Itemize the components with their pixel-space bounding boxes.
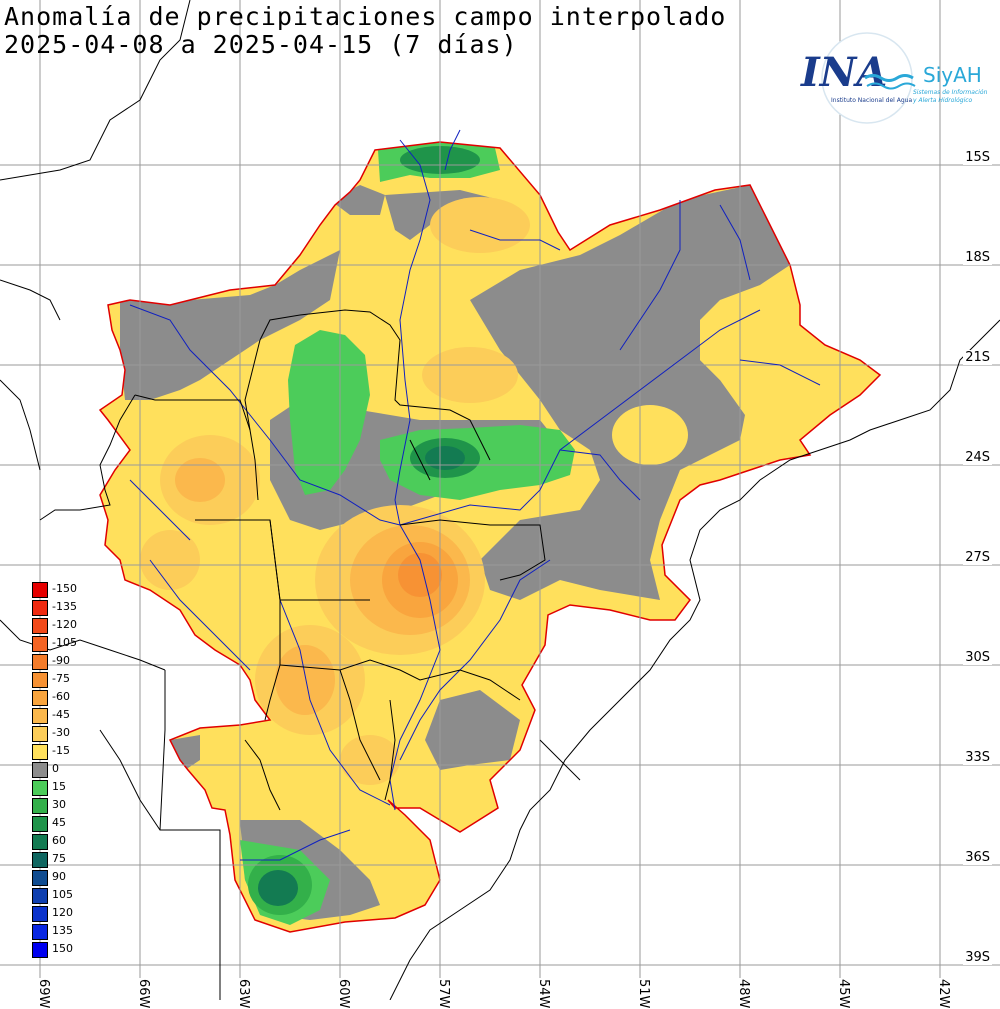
legend-swatch	[32, 636, 48, 652]
legend-swatch	[32, 582, 48, 598]
lon-label-69w: 69W	[36, 978, 51, 1009]
legend-swatch	[32, 708, 48, 724]
legend-item: -105	[30, 634, 90, 652]
legend-item: 135	[30, 922, 90, 940]
legend-swatch	[32, 834, 48, 850]
legend-swatch	[32, 942, 48, 958]
legend-item: 120	[30, 904, 90, 922]
lat-label-33s: 33S	[963, 750, 992, 765]
lon-label-54w: 54W	[536, 978, 551, 1009]
legend-item: 60	[30, 832, 90, 850]
lat-label-18s: 18S	[963, 250, 992, 265]
legend-swatch	[32, 924, 48, 940]
svg-text:y Alerta Hidrológico: y Alerta Hidrológico	[912, 97, 973, 104]
legend-swatch	[32, 906, 48, 922]
svg-text:Instituto Nacional del Agua: Instituto Nacional del Agua	[831, 97, 912, 104]
legend-swatch	[32, 726, 48, 742]
lat-label-21s: 21S	[963, 350, 992, 365]
svg-text:INA: INA	[800, 49, 887, 96]
legend-item: -45	[30, 706, 90, 724]
lon-label-48w: 48W	[736, 978, 751, 1009]
legend-item: 45	[30, 814, 90, 832]
legend-item: -135	[30, 598, 90, 616]
rivers	[129, 129, 821, 861]
legend-label: -30	[52, 726, 70, 739]
legend-swatch	[32, 888, 48, 904]
legend-item: -75	[30, 670, 90, 688]
ina-siyah-logo: INA SiyAH Instituto Nacional del Agua Si…	[795, 30, 995, 130]
basin-outline	[98, 141, 882, 933]
legend-item: 150	[30, 940, 90, 958]
borders	[0, 0, 581, 1000]
legend-swatch	[32, 816, 48, 832]
legend-item: -15	[30, 742, 90, 760]
legend-label: 30	[52, 798, 66, 811]
legend-swatch	[32, 690, 48, 706]
lon-label-51w: 51W	[636, 978, 651, 1009]
legend-swatch	[32, 672, 48, 688]
legend-swatch	[32, 870, 48, 886]
legend-label: -105	[52, 636, 77, 649]
legend-item: 105	[30, 886, 90, 904]
legend-swatch	[32, 798, 48, 814]
legend-item: 75	[30, 850, 90, 868]
legend-label: 75	[52, 852, 66, 865]
map-title: Anomalía de precipitaciones campo interp…	[4, 2, 727, 31]
legend-item: 90	[30, 868, 90, 886]
lon-label-63w: 63W	[236, 978, 251, 1009]
lon-label-57w: 57W	[436, 978, 451, 1009]
legend-label: -75	[52, 672, 70, 685]
svg-text:Sistemas de Información: Sistemas de Información	[913, 89, 988, 96]
legend-label: -60	[52, 690, 70, 703]
lon-label-60w: 60W	[336, 978, 351, 1009]
legend-item: -60	[30, 688, 90, 706]
lat-label-15s: 15S	[963, 150, 992, 165]
lat-label-39s: 39S	[963, 950, 992, 965]
coastline	[389, 319, 1000, 1000]
legend-label: 0	[52, 762, 59, 775]
lat-label-30s: 30S	[963, 650, 992, 665]
lon-label-66w: 66W	[136, 978, 151, 1009]
legend-label: -90	[52, 654, 70, 667]
legend-swatch	[32, 744, 48, 760]
legend-label: -135	[52, 600, 77, 613]
legend-label: 45	[52, 816, 66, 829]
legend-item: -90	[30, 652, 90, 670]
legend-label: 15	[52, 780, 66, 793]
legend-label: 105	[52, 888, 73, 901]
legend-label: -15	[52, 744, 70, 757]
legend-swatch	[32, 762, 48, 778]
legend-label: 120	[52, 906, 73, 919]
legend-item: 30	[30, 796, 90, 814]
legend-label: 60	[52, 834, 66, 847]
legend-item: 0	[30, 760, 90, 778]
legend-swatch	[32, 780, 48, 796]
legend-label: 135	[52, 924, 73, 937]
lon-label-45w: 45W	[836, 978, 851, 1009]
legend-label: -45	[52, 708, 70, 721]
color-legend: -150 -135 -120 -105 -90 -75 -60 -45 -30 -15 0 15 30 4…	[30, 580, 90, 958]
legend-label: -120	[52, 618, 77, 631]
svg-text:SiyAH: SiyAH	[923, 63, 982, 87]
legend-swatch	[32, 852, 48, 868]
lat-label-24s: 24S	[963, 450, 992, 465]
legend-swatch	[32, 654, 48, 670]
legend-item: -150	[30, 580, 90, 598]
lat-label-36s: 36S	[963, 850, 992, 865]
legend-item: -30	[30, 724, 90, 742]
map-date-range: 2025-04-08 a 2025-04-15 (7 días)	[4, 30, 518, 59]
legend-label: 90	[52, 870, 66, 883]
lon-label-42w: 42W	[936, 978, 951, 1009]
legend-swatch	[32, 600, 48, 616]
legend-swatch	[32, 618, 48, 634]
legend-item: -120	[30, 616, 90, 634]
lat-label-27s: 27S	[963, 550, 992, 565]
legend-item: 15	[30, 778, 90, 796]
legend-label: -150	[52, 582, 77, 595]
legend-label: 150	[52, 942, 73, 955]
